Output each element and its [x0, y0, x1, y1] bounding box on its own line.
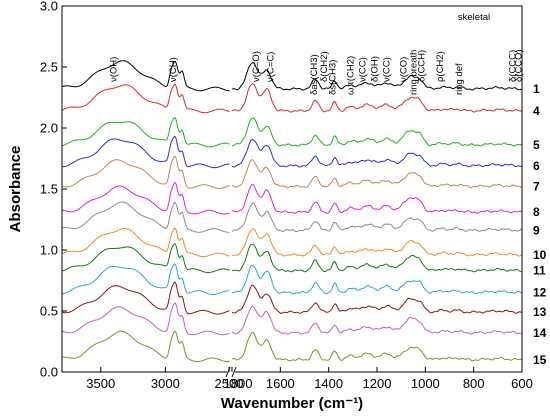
- y-axis-title: Absorbance: [7, 146, 24, 233]
- y-tick-label: 0.0: [40, 365, 58, 380]
- y-tick-label: 0.5: [40, 304, 58, 319]
- annotation-label: ν(CC): [358, 57, 369, 82]
- series-label-4: 4: [533, 104, 540, 118]
- series-line-11-low: [231, 243, 523, 273]
- annotation-label: ν(CC): [382, 57, 393, 82]
- series-line-13-high: [61, 281, 230, 315]
- x-tick-label: 600: [511, 376, 533, 391]
- annotation-label: δas(CH3): [309, 54, 320, 95]
- annotation-label: δ(CCC): [507, 50, 518, 82]
- series-label-8: 8: [533, 205, 540, 219]
- series-12: 12: [61, 263, 547, 300]
- annotation-label: δ(CCO): [513, 49, 524, 82]
- x-tick-label: 3000: [151, 376, 180, 391]
- y-tick-label: 1.0: [40, 243, 58, 258]
- series-14: 14: [61, 302, 547, 340]
- series-line-9-high: [61, 201, 230, 233]
- series-line-12-high: [61, 263, 230, 295]
- series-line-1-low: [231, 62, 522, 91]
- annotation-label: ν(C=O): [251, 51, 262, 82]
- series-10: 10: [61, 227, 547, 262]
- annotation-label: ν(CH): [168, 57, 179, 82]
- series-line-8-high: [61, 182, 230, 215]
- y-tick-label: 2.5: [40, 60, 58, 75]
- series-line-4-low: [232, 83, 523, 113]
- y-tick-label: 1.5: [40, 182, 58, 197]
- annotation-label: δ(CCH): [417, 50, 428, 82]
- annotation-label: skeletal: [458, 12, 490, 23]
- plot-frame: [61, 5, 523, 373]
- series-label-14: 14: [533, 326, 547, 340]
- axis-break-mask: [227, 366, 235, 378]
- series-line-1-high: [61, 60, 230, 92]
- series-line-5-high: [61, 117, 230, 148]
- series-9: 9: [61, 201, 540, 238]
- series-4: 4: [61, 83, 540, 118]
- series-line-7-low: [231, 159, 523, 189]
- annotation-label: δ(CH2): [319, 51, 330, 82]
- y-tick-label: 3.0: [40, 0, 58, 14]
- series-line-10-low: [231, 228, 523, 257]
- annotation-label: δ(OH): [370, 56, 381, 82]
- x-tick-label: 2500: [215, 376, 244, 391]
- series-line-4-high: [61, 83, 230, 114]
- series-line-10-high: [61, 227, 230, 258]
- x-tick-label: 1200: [363, 376, 392, 391]
- annotation-label: ρ(CH2): [435, 51, 446, 82]
- series-label-9: 9: [533, 224, 540, 238]
- series-5: 5: [61, 117, 540, 152]
- series-line-13-low: [232, 284, 523, 314]
- series-line-14-high: [61, 302, 230, 336]
- series-label-5: 5: [533, 138, 540, 152]
- series-label-6: 6: [533, 159, 540, 173]
- annotation-label: ring breath: [408, 50, 419, 95]
- annotation-label: ring def: [454, 63, 465, 95]
- series-15: 15: [61, 330, 547, 367]
- series-line-5-low: [231, 117, 523, 147]
- series-label-7: 7: [533, 180, 540, 194]
- annotation-label: ω,τ(CH2): [345, 56, 356, 95]
- series-line-6-low: [231, 138, 523, 168]
- axis-break-mark: [231, 366, 237, 378]
- x-tick-label: 1400: [314, 376, 343, 391]
- annotation-label: δs(CH3): [327, 60, 338, 95]
- series-11: 11: [61, 243, 546, 278]
- annotation-label: ν(OH): [109, 57, 120, 82]
- series-label-10: 10: [533, 248, 547, 262]
- series-8: 8: [61, 182, 540, 219]
- series-line-12-low: [231, 264, 522, 295]
- series-label-13: 13: [533, 305, 547, 319]
- series-label-12: 12: [533, 286, 547, 300]
- y-tick-label: 2.0: [40, 121, 58, 136]
- x-tick-label: 1800: [224, 376, 253, 391]
- series-7: 7: [61, 155, 540, 194]
- series-line-7-high: [61, 155, 230, 189]
- x-tick-label: 800: [463, 376, 485, 391]
- x-tick-label: 3500: [86, 376, 115, 391]
- series-line-9-low: [231, 202, 522, 233]
- series-line-15-low: [231, 331, 523, 362]
- x-tick-label: 1600: [266, 376, 295, 391]
- series-1: 1: [61, 60, 540, 96]
- annotation-label: ν(C=C): [266, 52, 277, 82]
- series-line-8-low: [231, 183, 523, 214]
- series-13: 13: [61, 281, 547, 319]
- x-axis-title: Wavenumber (cm⁻¹): [221, 395, 363, 412]
- series-line-6-high: [62, 135, 230, 169]
- series-6: 6: [62, 135, 540, 173]
- series-label-1: 1: [533, 82, 540, 96]
- series-label-11: 11: [533, 264, 546, 278]
- series-label-15: 15: [533, 353, 547, 367]
- series-line-11-high: [61, 243, 230, 274]
- series-line-14-low: [232, 305, 523, 335]
- x-tick-label: 1000: [411, 376, 440, 391]
- series-line-15-high: [61, 330, 230, 363]
- annotation-label: ν(CO): [399, 57, 410, 82]
